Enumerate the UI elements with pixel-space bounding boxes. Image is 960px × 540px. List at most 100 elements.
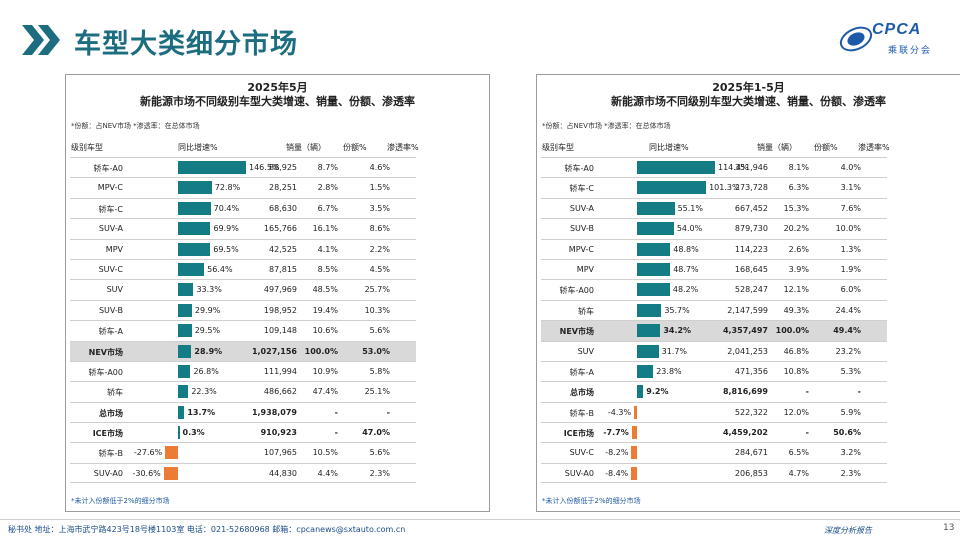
logo-text: CPCA bbox=[872, 21, 922, 38]
growth-value: 48.2% bbox=[672, 285, 699, 295]
penetration-rate: - bbox=[386, 407, 390, 417]
table-body: 轿车-A0 114.4% 351,946 8.1% 4.0% 轿车-C 101.3% 273,… bbox=[541, 157, 887, 484]
penetration-rate: 7.6% bbox=[840, 203, 861, 213]
table-row: 轿车-B -27.6% 107,965 10.5% 5.6% bbox=[70, 442, 416, 462]
nev-share: 8.1% bbox=[788, 163, 809, 172]
growth-value: 55.1% bbox=[677, 203, 703, 213]
growth-bar bbox=[178, 324, 192, 338]
growth-bar bbox=[634, 405, 637, 419]
sales-volume: 667,452 bbox=[734, 203, 768, 213]
panel-footnote: *未计入份额低于2%的细分市场 bbox=[71, 497, 170, 505]
growth-value: 72.8% bbox=[214, 183, 241, 193]
penetration-rate: 5.8% bbox=[369, 366, 390, 376]
growth-bar bbox=[637, 181, 707, 195]
col-volume-header: 销量（辆） bbox=[757, 143, 797, 152]
nev-share: 10.6% bbox=[312, 326, 338, 336]
table-row: 轿车-A00 48.2% 528,247 12.1% 6.0% bbox=[541, 279, 887, 299]
growth-value: 33.3% bbox=[196, 285, 222, 295]
table-row: SUV 31.7% 2,041,253 46.8% 23.2% bbox=[541, 340, 887, 361]
footer-divider bbox=[0, 519, 960, 520]
segment-name: NEV市场 bbox=[559, 327, 594, 337]
growth-value: 48.8% bbox=[673, 244, 699, 254]
table-row: SUV-A0 -30.6% 44,830 4.4% 2.3% bbox=[70, 462, 416, 484]
table-body: 轿车-A0 146.5% 88,925 8.7% 4.6% MPV-C 72.8% 28,25… bbox=[70, 157, 416, 484]
panel-title-subject: 新能源市场不同级别车型大类增速、销量、份额、渗透率 bbox=[140, 95, 415, 108]
segment-name: 轿车-A bbox=[569, 367, 594, 377]
growth-bar bbox=[178, 161, 246, 174]
page-title: 车型大类细分市场 bbox=[74, 29, 298, 60]
sales-volume: 44,830 bbox=[269, 468, 297, 478]
nev-share: 10.8% bbox=[783, 366, 809, 376]
penetration-rate: 1.3% bbox=[840, 244, 861, 254]
nev-share: 49.3% bbox=[783, 305, 809, 315]
table-row: SUV-B 29.9% 198,952 19.4% 10.3% bbox=[70, 299, 416, 320]
sales-volume: 1,938,079 bbox=[251, 407, 297, 417]
panel-note: *份额：占NEV市场 *渗透率：在总体市场 bbox=[71, 122, 200, 130]
segment-name: MPV-C bbox=[97, 183, 123, 193]
segment-name: ICE市场 bbox=[92, 429, 123, 439]
cpca-logo: CPCA 乘联分会 bbox=[838, 17, 938, 61]
sales-volume: 2,147,599 bbox=[727, 305, 768, 315]
segment-name: MPV bbox=[105, 244, 123, 254]
growth-bar bbox=[178, 242, 211, 256]
growth-value: -8.2% bbox=[605, 448, 629, 458]
nev-share: - bbox=[805, 387, 809, 397]
nev-share: 46.8% bbox=[783, 346, 809, 356]
sales-volume: 107,965 bbox=[263, 448, 297, 458]
segment-name: SUV-B bbox=[98, 305, 123, 315]
panel-title: 2025年5月 新能源市场不同级别车型大类增速、销量、份额、渗透率 bbox=[66, 81, 489, 109]
sales-volume: 351,946 bbox=[734, 163, 768, 172]
growth-bar bbox=[637, 324, 661, 338]
chevron-right-icon bbox=[22, 25, 60, 55]
growth-value: 28.9% bbox=[194, 346, 223, 356]
growth-bar bbox=[178, 283, 194, 297]
penetration-rate: 5.9% bbox=[840, 407, 861, 417]
nev-share: - bbox=[805, 428, 809, 438]
growth-value: -27.6% bbox=[133, 448, 163, 458]
penetration-rate: 10.0% bbox=[835, 224, 861, 234]
growth-value: 23.8% bbox=[656, 366, 682, 376]
nev-share: 2.6% bbox=[788, 244, 809, 254]
sales-volume: 68,630 bbox=[269, 203, 297, 213]
sales-volume: 486,662 bbox=[263, 387, 297, 397]
sales-volume: 471,356 bbox=[734, 366, 768, 376]
nev-share: 12.0% bbox=[783, 407, 809, 417]
segment-name: SUV bbox=[577, 346, 594, 356]
growth-bar bbox=[178, 364, 191, 378]
table-row: NEV市场 28.9% 1,027,156 100.0% 53.0% bbox=[70, 340, 416, 361]
growth-value: 69.9% bbox=[213, 224, 239, 234]
sales-volume: 8,816,699 bbox=[722, 387, 768, 397]
nev-share: 6.3% bbox=[788, 183, 809, 193]
table-row: 轿车-B -4.3% 522,322 12.0% 5.9% bbox=[541, 401, 887, 422]
table-row: 轿车-A 23.8% 471,356 10.8% 5.3% bbox=[541, 360, 887, 381]
growth-value: -30.6% bbox=[132, 468, 161, 478]
penetration-rate: 10.3% bbox=[364, 305, 390, 315]
growth-value: -4.3% bbox=[607, 407, 632, 417]
penetration-rate: 5.6% bbox=[369, 448, 390, 458]
table-row: ICE市场 0.3% 910,923 - 47.0% bbox=[70, 422, 416, 442]
growth-bar bbox=[631, 466, 637, 480]
nev-share: 4.4% bbox=[317, 468, 338, 478]
panel-title-period: 2025年1-5月 bbox=[712, 81, 785, 94]
growth-value: 56.4% bbox=[207, 264, 233, 274]
col-share-header: 份额% bbox=[343, 143, 367, 152]
nev-share: 15.3% bbox=[783, 203, 809, 213]
nev-share: 2.8% bbox=[317, 183, 338, 193]
table-row: 轿车-C 101.3% 273,728 6.3% 3.1% bbox=[541, 177, 887, 197]
table-row: 轿车-C 70.4% 68,630 6.7% 3.5% bbox=[70, 197, 416, 218]
nev-share: 47.4% bbox=[312, 387, 338, 397]
table-row: 轿车-A 29.5% 109,148 10.6% 5.6% bbox=[70, 320, 416, 340]
table-row: 轿车 35.7% 2,147,599 49.3% 24.4% bbox=[541, 299, 887, 320]
penetration-rate: 49.4% bbox=[833, 326, 861, 336]
growth-bar bbox=[637, 201, 675, 215]
segment-name: MPV bbox=[576, 264, 594, 274]
table-row: 轿车-A00 26.8% 111,994 10.9% 5.8% bbox=[70, 360, 416, 381]
penetration-rate: 8.6% bbox=[369, 224, 390, 234]
penetration-rate: 2.3% bbox=[840, 468, 861, 478]
nev-share: 100.0% bbox=[775, 326, 809, 336]
nev-share: 8.5% bbox=[317, 264, 338, 274]
segment-name: 轿车-B bbox=[98, 449, 123, 459]
panel-ytd: 2025年1-5月 新能源市场不同级别车型大类增速、销量、份额、渗透率 *份额：… bbox=[536, 74, 960, 512]
sales-volume: 111,994 bbox=[263, 366, 297, 376]
growth-bar bbox=[637, 262, 671, 276]
